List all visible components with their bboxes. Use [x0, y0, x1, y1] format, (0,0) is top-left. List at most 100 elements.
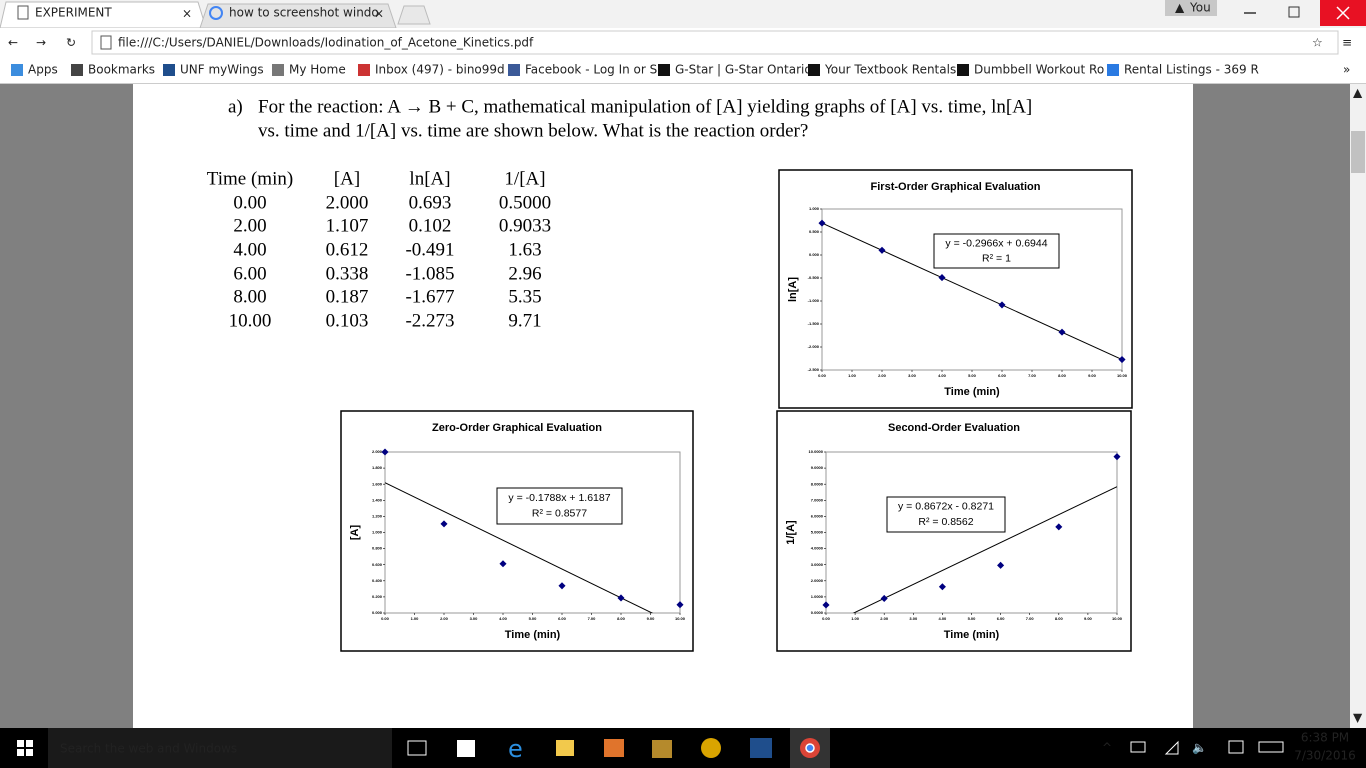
back-button[interactable]: ←: [8, 36, 18, 50]
battery-icon[interactable]: [1130, 741, 1146, 753]
x-tick-label: 6.00: [998, 373, 1007, 378]
r-squared: R² = 0.8562: [918, 516, 973, 528]
table-cell: 0.00: [233, 192, 266, 213]
table-cell: 1.107: [326, 215, 369, 236]
bookmark[interactable]: Rental Listings - 369 R: [1124, 63, 1259, 77]
forward-button[interactable]: →: [36, 36, 46, 50]
y-tick-label: 1.200: [372, 513, 383, 518]
star-button[interactable]: ☆: [1312, 36, 1323, 50]
app-icon[interactable]: [604, 739, 624, 757]
x-tick-label: 0.00: [381, 616, 390, 621]
data-point: [499, 560, 507, 568]
clock-time[interactable]: 6:38 PM: [1301, 731, 1349, 745]
clock-date[interactable]: 7/30/2016: [1294, 749, 1356, 763]
bookmark[interactable]: G-Star | G-Star Ontario: [675, 63, 812, 77]
x-axis-label: Time (min): [505, 629, 561, 641]
bookmark[interactable]: Dumbbell Workout Ro: [974, 63, 1104, 77]
data-point: [938, 583, 946, 591]
bookmarks: Apps Bookmarks UNF myWings My Home Inbox (49…: [11, 63, 1259, 77]
x-tick-label: 4.00: [939, 616, 948, 621]
app-icon[interactable]: [652, 740, 672, 758]
tab-close[interactable]: ×: [374, 7, 384, 21]
search-placeholder[interactable]: Search the web and Windows: [60, 742, 237, 756]
url[interactable]: file:///C:/Users/DANIEL/Downloads/Iodina…: [118, 36, 534, 50]
x-tick-label: 9.00: [647, 616, 656, 621]
reload-button[interactable]: ↻: [66, 36, 76, 50]
table-cell: 0.612: [326, 239, 369, 260]
question-label: a): [228, 96, 243, 117]
edge-icon[interactable]: e: [508, 735, 523, 763]
y-tick-label: -1.000: [808, 298, 820, 303]
table-cell: 0.103: [326, 310, 369, 331]
search-box[interactable]: [48, 728, 392, 768]
x-tick-label: 2.00: [440, 616, 449, 621]
x-tick-label: 3.00: [908, 373, 917, 378]
tray-expand[interactable]: ^: [1102, 741, 1112, 755]
y-tick-label: 1.000: [809, 206, 820, 211]
bookmark[interactable]: Inbox (497) - bino99d: [375, 63, 505, 77]
notifications-icon[interactable]: [1228, 740, 1244, 754]
bookmarks-bar: [0, 57, 1366, 83]
table-cell: -2.273: [405, 310, 454, 331]
y-tick-label: 0.200: [372, 594, 383, 599]
omnibox[interactable]: [91, 30, 1339, 55]
explorer-icon[interactable]: [556, 740, 574, 756]
new-tab-button[interactable]: [397, 5, 431, 25]
close-icon: [1336, 6, 1350, 20]
table-cell: 8.00: [233, 286, 266, 307]
task-view[interactable]: [407, 740, 427, 756]
x-tick-label: 7.00: [1026, 616, 1035, 621]
bookmark[interactable]: Facebook - Log In or S: [525, 63, 657, 77]
table-cell: 5.35: [508, 286, 541, 307]
y-tick-label: 0.000: [809, 252, 820, 257]
bookmark[interactable]: Bookmarks: [88, 63, 155, 77]
bookmark[interactable]: UNF myWings: [180, 63, 264, 77]
data-point: [617, 594, 625, 602]
x-tick-label: 0.00: [822, 616, 831, 621]
start-button[interactable]: [17, 740, 33, 756]
table-cell: 2.000: [326, 192, 369, 213]
data-point: [997, 561, 1005, 569]
y-tick-label: 8.0000: [811, 481, 824, 486]
volume-icon[interactable]: 🔈: [1192, 741, 1207, 755]
profile-badge[interactable]: [1165, 0, 1217, 16]
y-tick-label: 1.600: [372, 481, 383, 486]
scroll-thumb[interactable]: [1351, 131, 1365, 173]
x-axis-label: Time (min): [944, 629, 1000, 641]
table-header: ln[A]: [409, 168, 450, 189]
data-point: [558, 582, 566, 590]
data-table: Time (min) [A] ln[A] 1/[A] 0.00 2.000 0.693 0.5…: [207, 168, 551, 331]
x-tick-label: 3.00: [909, 616, 918, 621]
y-tick-label: 9.0000: [811, 465, 824, 470]
app-icon[interactable]: [701, 738, 721, 758]
x-tick-label: 1.00: [848, 373, 857, 378]
scroll-down[interactable]: ▼: [1353, 711, 1363, 725]
bookmark[interactable]: Your Textbook Rentals: [824, 63, 956, 77]
y-tick-label: 5.0000: [811, 530, 824, 535]
chart-title: Zero-Order Graphical Evaluation: [432, 422, 602, 434]
keyboard-icon[interactable]: [1258, 741, 1284, 753]
data-point: [998, 301, 1006, 309]
wifi-icon[interactable]: [1164, 740, 1179, 755]
bookmark[interactable]: Apps: [28, 63, 58, 77]
bookmark[interactable]: My Home: [289, 63, 346, 77]
restore-button[interactable]: [1288, 6, 1300, 18]
scroll-up[interactable]: ▲: [1353, 86, 1363, 100]
table-cell: -1.677: [405, 286, 454, 307]
x-tick-label: 8.00: [1055, 616, 1064, 621]
tab-close[interactable]: ×: [182, 7, 192, 21]
more-bookmarks[interactable]: »: [1343, 63, 1350, 77]
data-point: [938, 274, 946, 282]
bookmark-icon: [358, 64, 370, 76]
app-icon[interactable]: [750, 738, 772, 758]
scrollbar[interactable]: [1350, 84, 1366, 728]
r-squared: R² = 1: [982, 252, 1011, 264]
bookmark-icon: [71, 64, 83, 76]
store-icon[interactable]: [457, 740, 475, 757]
menu-button[interactable]: ≡: [1342, 36, 1352, 50]
profile-name[interactable]: You: [1189, 1, 1211, 15]
x-tick-label: 6.00: [997, 616, 1006, 621]
table-cell: 2.00: [233, 215, 266, 236]
